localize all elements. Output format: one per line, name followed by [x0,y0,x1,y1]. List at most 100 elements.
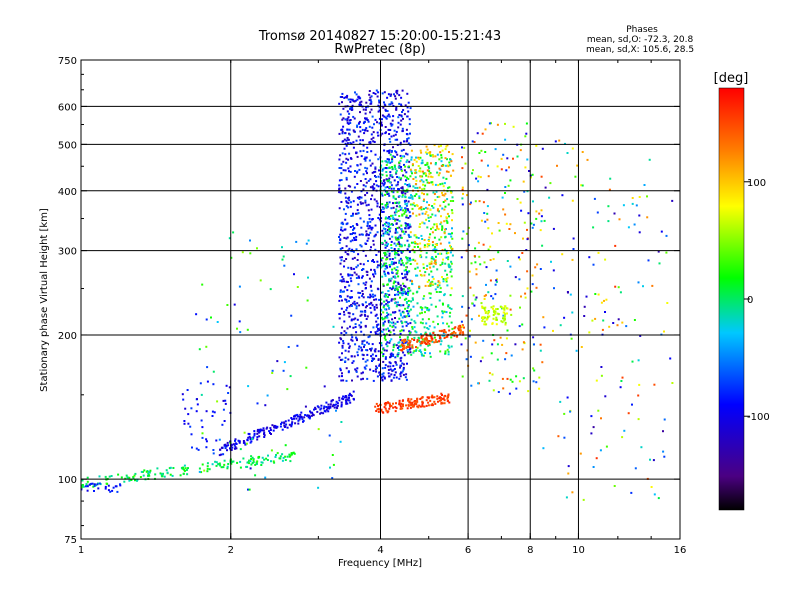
scatter-point [349,107,352,110]
scatter-point [419,242,422,245]
scatter-point [292,451,295,454]
scatter-point [230,445,233,448]
scatter-point [331,454,334,456]
scatter-point [439,287,442,290]
scatter-point [399,154,402,157]
scatter-point [520,209,523,212]
scatter-point [605,445,608,448]
scatter-point [255,461,258,464]
scatter-point [394,231,397,234]
scatter-point [404,376,407,379]
scatter-point [405,278,408,281]
scatter-point [438,284,441,287]
scatter-point [362,371,364,374]
scatter-point [397,121,400,124]
scatter-point [332,463,335,466]
scatter-point [481,132,484,135]
scatter-point [359,130,362,133]
scatter-point [422,180,425,183]
scatter-point [627,412,630,415]
scatter-point [496,343,499,346]
colorbar-label: [deg] [714,71,749,86]
scatter-point [435,248,438,251]
scatter-point [359,139,362,142]
scatter-point [407,345,409,348]
scatter-point [313,408,315,411]
scatter-point [235,443,238,445]
scatter-point [480,219,483,222]
scatter-point [361,233,364,236]
scatter-point [81,479,84,482]
scatter-point [385,117,388,120]
scatter-point [471,302,474,305]
scatter-point [387,368,390,371]
scatter-point [367,179,370,182]
scatter-point [494,293,497,296]
scatter-point [384,244,387,247]
scatter-point [426,396,429,399]
scatter-point [447,258,450,261]
scatter-point [378,99,380,102]
scatter-point [395,363,398,366]
scatter-point [385,315,388,317]
scatter-point [434,155,437,158]
scatter-point [398,348,400,351]
scatter-point [591,319,594,322]
scatter-point [212,449,215,451]
scatter-point [387,365,390,368]
scatter-point [385,402,388,405]
scatter-point [421,334,424,337]
scatter-point [382,210,385,213]
scatter-point [471,140,474,143]
scatter-point [419,342,422,345]
scatter-point [383,300,386,303]
scatter-point [424,311,426,314]
scatter-point [375,303,378,306]
scatter-point [362,296,365,299]
scatter-point [500,168,503,171]
scatter-point [441,263,444,265]
scatter-point [486,212,489,215]
scatter-point [311,413,314,416]
scatter-point [505,222,508,225]
scatter-point [428,172,431,175]
scatter-point [504,186,507,188]
scatter-point [359,111,361,114]
scatter-point [339,312,342,315]
scatter-point [190,407,193,410]
scatter-point [212,383,215,386]
scatter-point [347,122,350,125]
scatter-point [506,157,509,160]
scatter-point [408,211,411,214]
scatter-point [283,361,286,364]
scatter-point [435,223,438,226]
scatter-point [378,363,381,366]
scatter-point [474,247,477,250]
scatter-point [378,206,381,209]
scatter-point [414,400,417,403]
scatter-point [503,315,506,318]
scatter-point [232,231,235,234]
scatter-point [398,399,401,402]
scatter-point [505,169,508,172]
scatter-point [558,139,561,142]
scatter-point [396,355,399,358]
scatter-point [93,485,96,487]
scatter-point [375,410,378,412]
scatter-point [407,342,410,345]
scatter-point [422,183,424,186]
scatter-point [359,326,362,329]
scatter-point [386,202,389,205]
scatter-point [420,335,423,338]
scatter-point [402,209,405,212]
scatter-point [428,273,431,276]
stats-x-mode: mean, sd,X: 105.6, 28.5 [586,45,694,55]
scatter-point [395,91,398,93]
scatter-point [341,152,344,155]
scatter-point [412,248,414,251]
scatter-point [539,268,542,270]
scatter-point [419,344,422,347]
scatter-point [341,132,344,135]
scatter-point [452,331,455,334]
scatter-point [182,468,185,471]
